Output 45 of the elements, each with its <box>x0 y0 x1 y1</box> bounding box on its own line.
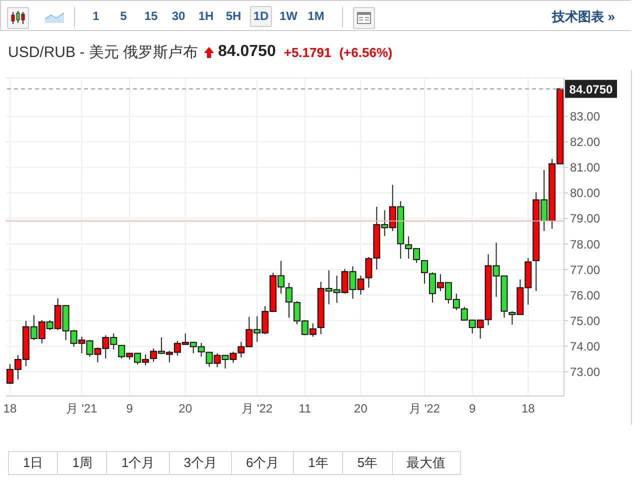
y-tick-label: 78.00 <box>570 237 600 252</box>
y-tick-label: 75.00 <box>570 314 600 328</box>
x-tick-label: 11 <box>298 402 312 416</box>
chart-title: USD/RUB - 美元 俄罗斯卢布 <box>8 42 198 62</box>
interval-label: 5H <box>226 9 242 23</box>
text: 技术图表 » <box>552 8 615 26</box>
range-button: 6个月 <box>230 451 294 475</box>
interval-label: 30 <box>172 9 186 23</box>
text: 84.0750 <box>218 43 276 61</box>
range-button: 1个月 <box>106 451 170 475</box>
y-tick-label: 81.00 <box>570 160 600 175</box>
range-button: 1日 <box>8 451 58 475</box>
y-tick-label: 80.00 <box>570 186 600 200</box>
y-tick-label: 77.00 <box>570 262 600 277</box>
range-button: 最大值 <box>392 451 461 475</box>
range-button: 5年 <box>342 451 393 475</box>
interval-label: 1H <box>198 9 214 23</box>
candlestick <box>421 260 428 284</box>
range-button: 3个月 <box>168 451 232 475</box>
y-tick-label: 74.00 <box>570 339 600 354</box>
x-tick-label: 20 <box>354 402 368 416</box>
range-button: 1年 <box>293 451 344 475</box>
text: (+6.56%) <box>339 44 392 60</box>
interval-label: 15 <box>144 9 158 23</box>
x-tick-label: 18 <box>3 402 17 416</box>
x-tick-label: 月 '22 <box>242 402 273 416</box>
x-tick-label: 9 <box>126 402 134 416</box>
y-tick-label: 83.00 <box>570 110 600 124</box>
x-tick-label: 20 <box>178 402 192 416</box>
interval-label: 1M <box>308 9 324 23</box>
interval-label: 1D <box>253 9 269 23</box>
interval-label: 5 <box>120 9 127 23</box>
interval-label: 1W <box>280 9 298 23</box>
y-tick-label: 76.00 <box>570 288 600 302</box>
x-tick-label: 9 <box>468 402 476 416</box>
y-tick-label: 73.00 <box>570 364 600 379</box>
range-button: 1周 <box>57 451 108 475</box>
x-tick-label: 月 '21 <box>66 402 98 416</box>
y-tick-label: 79.00 <box>570 212 600 226</box>
x-tick-label: 18 <box>521 402 536 416</box>
x-tick-label: 月 '22 <box>409 402 440 416</box>
ref-line-label: 84.0750 <box>569 82 614 96</box>
y-tick-label: 82.00 <box>570 135 600 150</box>
text: +5.1791 <box>284 44 332 60</box>
interval-label: 1 <box>92 9 100 23</box>
